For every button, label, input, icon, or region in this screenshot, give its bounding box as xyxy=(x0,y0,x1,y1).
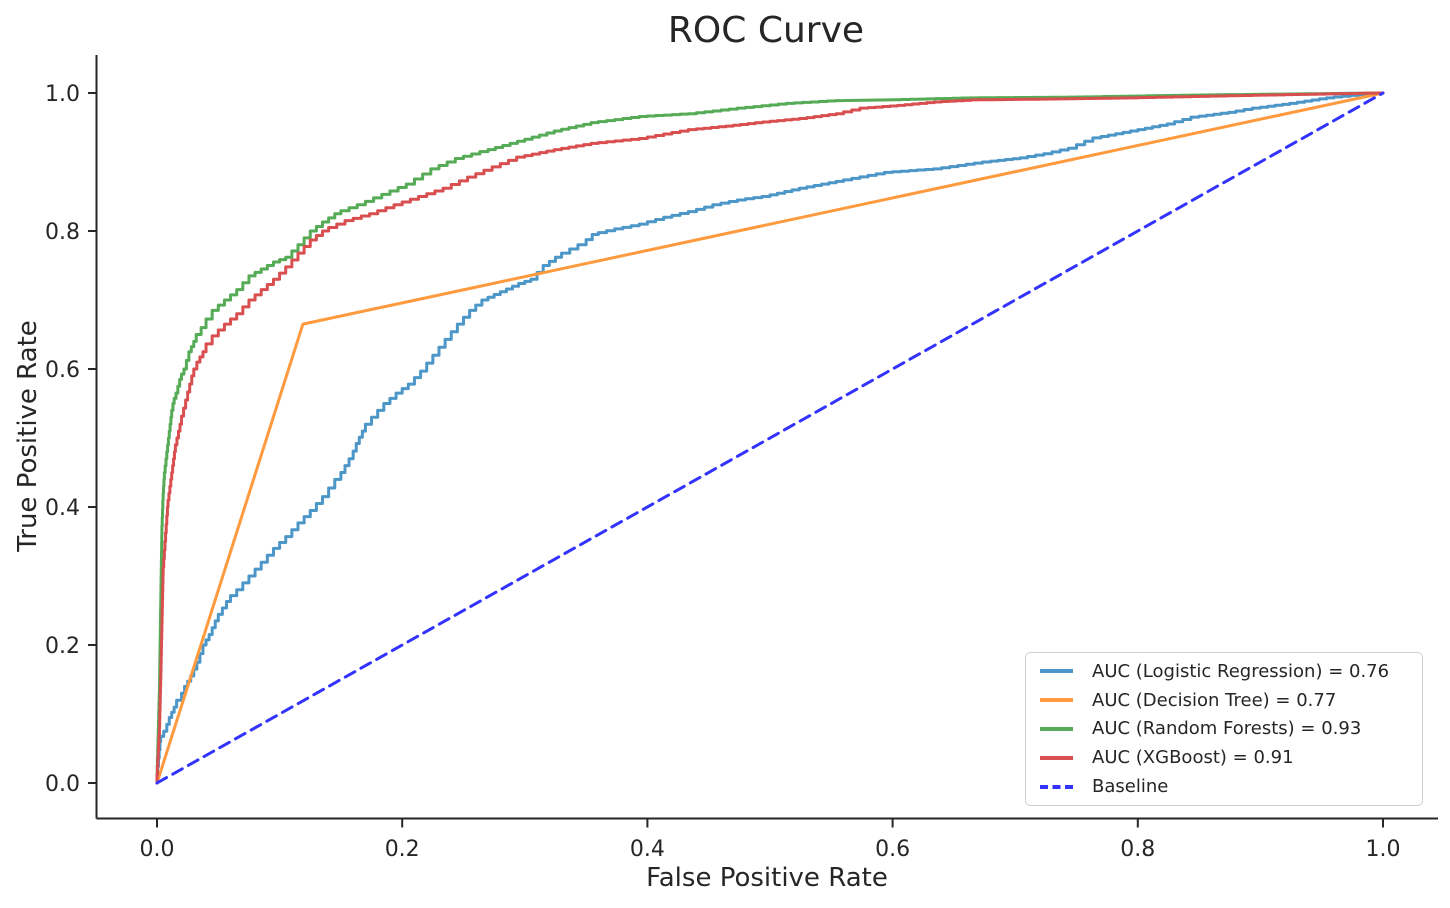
curve-decision-tree xyxy=(155,91,1385,785)
legend-swatch xyxy=(1040,698,1073,703)
y-tick-label: 0.2 xyxy=(45,634,80,659)
x-tick-label: 0.2 xyxy=(385,837,420,862)
x-tick-label: 0.0 xyxy=(140,837,175,862)
legend-label: AUC (XGBoost) = 0.91 xyxy=(1092,747,1294,769)
legend-label: AUC (Random Forests) = 0.93 xyxy=(1092,718,1362,740)
y-axis-ticks: 0.0 0.2 0.4 0.6 0.8 1.0 xyxy=(45,82,97,797)
y-axis-label: True Positive Rate xyxy=(13,320,43,553)
chart-title: ROC Curve xyxy=(668,10,864,51)
legend-item-1: AUC (Decision Tree) = 0.77 xyxy=(1026,686,1422,715)
y-tick-label: 0.4 xyxy=(45,496,80,521)
x-tick-label: 0.4 xyxy=(630,837,665,862)
y-tick-label: 1.0 xyxy=(45,82,80,107)
legend-swatch xyxy=(1040,726,1073,731)
legend-label: AUC (Decision Tree) = 0.77 xyxy=(1092,689,1337,711)
x-tick-label: 0.8 xyxy=(1120,837,1155,862)
x-axis-label: False Positive Rate xyxy=(646,863,888,893)
legend-label: Baseline xyxy=(1092,776,1169,798)
legend-item-2: AUC (Random Forests) = 0.93 xyxy=(1026,715,1422,744)
legend-item-0: AUC (Logistic Regression) = 0.76 xyxy=(1026,657,1422,686)
legend-label: AUC (Logistic Regression) = 0.76 xyxy=(1092,660,1390,682)
x-tick-label: 1.0 xyxy=(1366,837,1401,862)
curve-logistic-regression xyxy=(155,91,1385,785)
legend-swatch xyxy=(1040,669,1073,674)
y-tick-label: 0.0 xyxy=(45,772,80,797)
y-tick-label: 0.8 xyxy=(45,220,80,245)
y-tick-label: 0.6 xyxy=(45,358,80,383)
axes-spines xyxy=(95,55,1438,820)
curve-baseline xyxy=(155,91,1385,785)
curve-random-forests xyxy=(155,91,1385,785)
legend-box: AUC (Logistic Regression) = 0.76 AUC (Dec… xyxy=(1025,652,1423,806)
curve-xgboost xyxy=(155,91,1385,785)
legend-item-4: Baseline xyxy=(1026,772,1422,801)
x-tick-label: 0.6 xyxy=(875,837,910,862)
legend-item-3: AUC (XGBoost) = 0.91 xyxy=(1026,743,1422,772)
x-axis-ticks: 0.0 0.2 0.4 0.6 0.8 1.0 xyxy=(140,818,1401,862)
roc-curves xyxy=(155,91,1385,785)
legend-swatch xyxy=(1040,755,1073,760)
legend-swatch xyxy=(1040,784,1073,789)
